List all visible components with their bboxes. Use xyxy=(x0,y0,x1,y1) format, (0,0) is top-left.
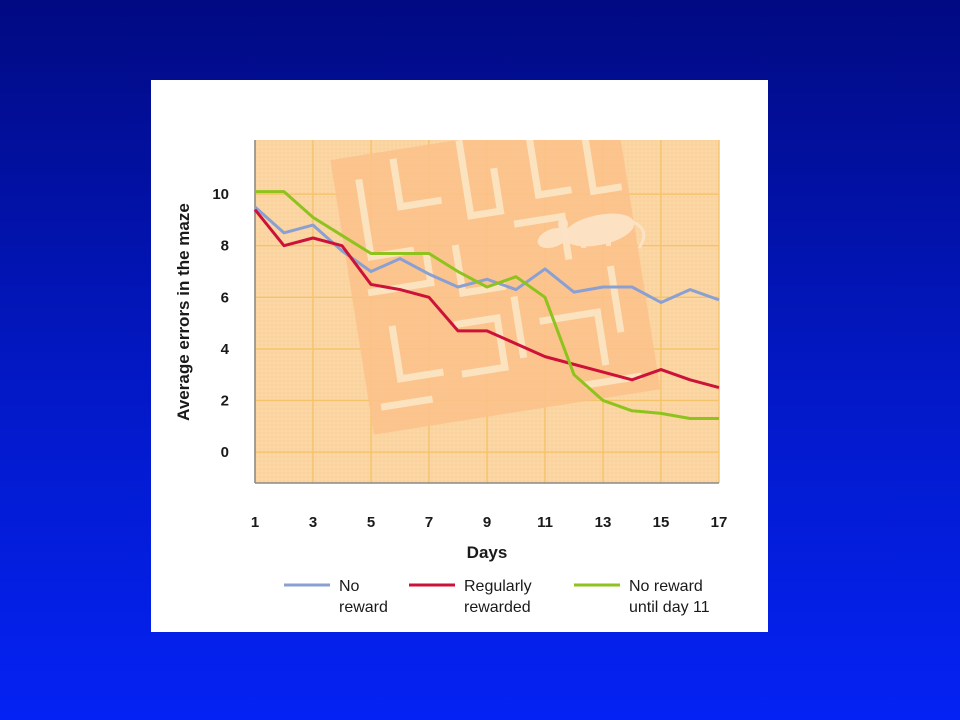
y-tick-label: 8 xyxy=(221,238,229,255)
x-tick-label: 9 xyxy=(483,514,491,531)
y-axis-ticks: 0 2 4 6 8 10 xyxy=(212,186,229,461)
series-lines xyxy=(253,190,720,421)
series-line-3 xyxy=(255,190,719,421)
x-tick-label: 11 xyxy=(537,514,553,531)
legend-label: No reward xyxy=(629,578,703,595)
y-tick-label: 2 xyxy=(221,392,229,409)
rat-icon xyxy=(537,213,646,249)
y-tick-label: 4 xyxy=(221,341,230,358)
legend: No reward Regularly rewarded No reward until … xyxy=(284,578,710,616)
x-tick-label: 17 xyxy=(711,514,728,531)
x-tick-label: 15 xyxy=(653,514,670,531)
y-tick-label: 0 xyxy=(221,444,229,461)
axes xyxy=(254,140,719,484)
legend-label: rewarded xyxy=(464,599,531,616)
x-tick-label: 1 xyxy=(251,514,259,531)
x-tick-label: 13 xyxy=(595,514,612,531)
x-tick-label: 7 xyxy=(425,514,433,531)
x-axis-ticks: 1 3 5 7 9 11 13 15 17 xyxy=(251,514,728,531)
y-tick-label: 10 xyxy=(212,186,229,203)
y-tick-label: 6 xyxy=(221,289,229,306)
legend-label: until day 11 xyxy=(629,599,710,616)
legend-label: Regularly xyxy=(464,578,532,595)
legend-label: reward xyxy=(339,599,388,616)
series-line-2 xyxy=(253,208,720,390)
x-tick-label: 5 xyxy=(367,514,375,531)
chart-card: 0 2 4 6 8 10 1 3 5 7 9 11 13 15 17 Days Average error… xyxy=(151,80,768,632)
y-axis-title: Average errors in the maze xyxy=(174,203,193,421)
x-tick-label: 3 xyxy=(309,514,317,531)
legend-label: No xyxy=(339,578,360,595)
x-axis-title: Days xyxy=(467,543,508,562)
maze-illustration xyxy=(330,140,661,435)
